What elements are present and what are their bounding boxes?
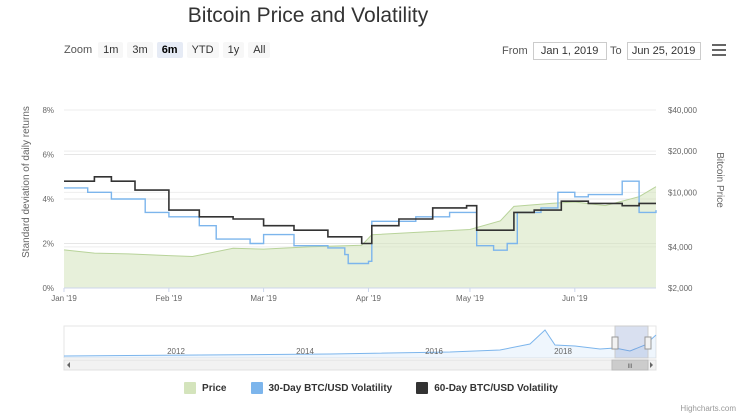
scroll-left-arrow-icon — [67, 362, 70, 368]
y-left-axis-title: Standard deviation of daily returns — [21, 106, 32, 258]
x-tick-label: Apr '19 — [356, 294, 382, 303]
navigator-selection-mask — [614, 325, 649, 359]
navigator-frame — [63, 325, 657, 359]
y-left-tick-label: 8% — [42, 106, 54, 115]
zoom-1m-button[interactable]: 1m — [98, 42, 124, 58]
x-tick-label: Mar '19 — [250, 294, 277, 303]
navigator-handle-right — [644, 336, 652, 350]
navigator-year-label: 2016 — [425, 347, 443, 356]
navigator-line — [63, 329, 657, 357]
x-tick-label: Jun '19 — [562, 294, 588, 303]
legend-item-60day[interactable]: 60-Day BTC/USD Volatility — [416, 382, 558, 394]
y-left-tick-label: 4% — [42, 195, 54, 204]
y-right-tick-label: $2,000 — [668, 284, 693, 293]
y-left-tick-label: 6% — [42, 151, 54, 160]
from-label: From — [502, 45, 528, 57]
zoom-ytd-button[interactable]: YTD — [186, 42, 219, 58]
navigator-year-label: 2012 — [167, 347, 185, 356]
y-right-tick-label: $40,000 — [668, 106, 697, 115]
navigator-year-label: 2014 — [296, 347, 314, 356]
series-layer — [63, 176, 657, 288]
y-right-tick-label: $4,000 — [668, 243, 693, 252]
scrollbar-grip: III — [627, 364, 632, 370]
from-date-input[interactable] — [532, 42, 607, 60]
chart-title: Bitcoin Price and Volatility — [187, 4, 429, 27]
legend-item-30day[interactable]: 30-Day BTC/USD Volatility — [250, 382, 393, 394]
navigator-area — [64, 330, 656, 358]
y-right-tick-label: $10,000 — [668, 188, 697, 197]
series-line-60day-volatility — [64, 176, 656, 245]
y-left-tick-label: 2% — [42, 240, 54, 249]
x-tick-label: May '19 — [456, 294, 484, 303]
zoom-label: Zoom — [64, 44, 93, 56]
legend-label-price: Price — [202, 382, 227, 394]
zoom-1y-button[interactable]: 1y — [222, 42, 245, 58]
x-tick-label: Feb '19 — [156, 294, 183, 303]
x-tick-label: Jan '19 — [51, 294, 77, 303]
y-left-tick-label: 0% — [42, 284, 54, 293]
zoom-all-button[interactable]: All — [248, 42, 271, 58]
to-label: To — [610, 45, 622, 57]
from-range: From — [502, 42, 607, 60]
navigator-year-label: 2018 — [554, 347, 572, 356]
navigator-handle-left — [611, 336, 619, 350]
series-area-price — [64, 186, 656, 288]
zoom-6m-button[interactable]: 6m — [156, 42, 183, 58]
y-right-tick-label: $20,000 — [668, 147, 697, 156]
legend: Price 30-Day BTC/USD Volatility 60-Day B… — [0, 382, 742, 394]
axis-layer: Standard deviation of daily returns Bitc… — [21, 106, 725, 303]
scroll-right-arrow-icon — [650, 362, 653, 368]
legend-label-60day: 60-Day BTC/USD Volatility — [434, 382, 558, 394]
navigator[interactable]: 2012 2014 2016 2018 III — [63, 325, 657, 371]
legend-item-price[interactable]: Price — [184, 382, 227, 394]
hamburger-menu-icon[interactable] — [712, 44, 726, 58]
zoom-range-selector: Zoom 1m 3m 6m YTD 1y All — [64, 42, 274, 58]
scrollbar-track — [63, 359, 657, 371]
credits-link[interactable]: Highcharts.com — [680, 404, 736, 413]
legend-swatch-price — [184, 382, 197, 394]
legend-swatch-30day — [250, 382, 263, 394]
to-date-input[interactable] — [626, 42, 701, 60]
zoom-3m-button[interactable]: 3m — [127, 42, 153, 58]
legend-label-30day: 30-Day BTC/USD Volatility — [268, 382, 393, 394]
to-range: To — [610, 42, 701, 60]
legend-swatch-60day — [416, 382, 429, 394]
y-right-axis-title: Bitcoin Price — [714, 152, 725, 208]
scrollbar-thumb — [611, 359, 649, 371]
